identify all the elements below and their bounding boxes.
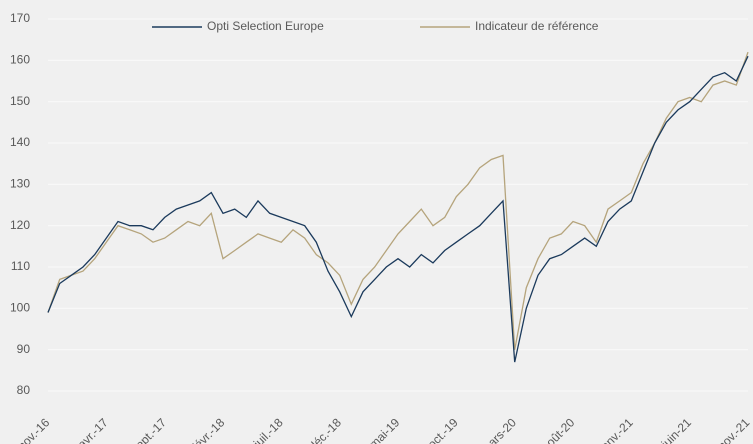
y-tick-label: 140 [10,135,30,149]
x-tick-label: mars-20 [478,415,519,444]
y-tick-label: 110 [11,259,30,273]
y-tick-label: 90 [17,342,31,356]
x-tick-label: avr.-17 [75,415,111,444]
y-tick-label: 170 [10,11,30,25]
y-tick-label: 120 [10,218,30,232]
y-tick-label: 80 [17,383,31,397]
series-line [47,51,749,350]
series-line [47,55,749,363]
legend-label: Indicateur de référence [475,19,599,33]
x-tick-label: févr.-18 [189,415,227,444]
x-tick-label: sept.-17 [128,415,169,444]
y-tick-label: 160 [10,53,30,67]
y-tick-label: 150 [10,94,30,108]
y-tick-label: 130 [10,177,30,191]
x-tick-label: juil.-18 [250,415,286,444]
legend-label: Opti Selection Europe [207,19,324,33]
x-tick-label: oct.-19 [425,415,461,444]
x-tick-label: janv.-21 [596,415,636,444]
x-tick-label: juin-21 [658,415,694,444]
x-tick-label: nov.-16 [15,415,53,444]
x-tick-label: déc.-18 [306,415,344,444]
x-tick-label: nov.-21 [715,415,753,444]
x-tick-label: mai-19 [367,415,403,444]
y-tick-label: 100 [10,301,30,315]
x-tick-label: août-20 [539,415,578,444]
